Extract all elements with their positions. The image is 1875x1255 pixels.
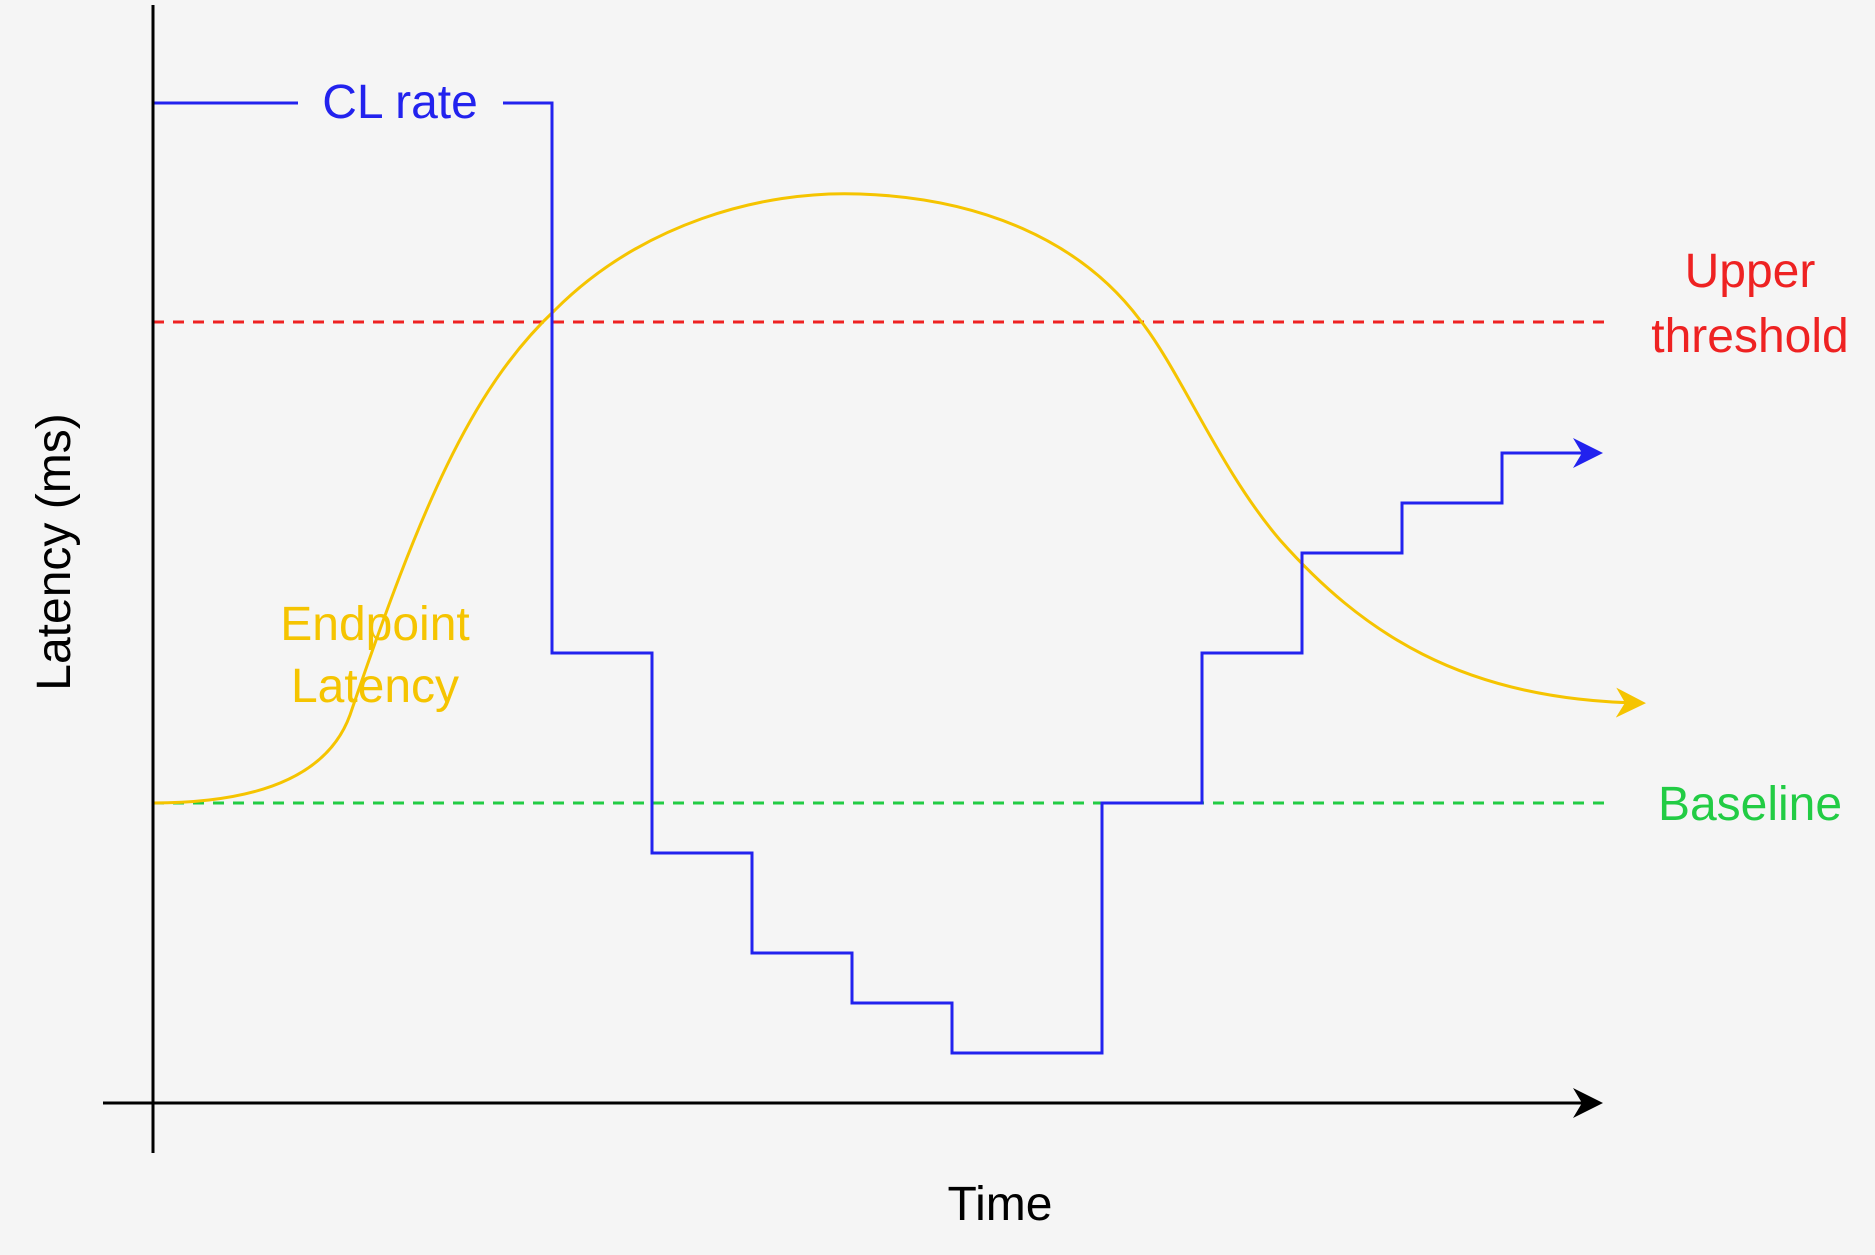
x-axis-label: Time: [948, 1178, 1053, 1231]
endpoint-latency-label-line1: Endpoint: [280, 598, 470, 651]
endpoint-latency-label-line2: Latency: [291, 660, 459, 713]
upper-threshold-label-line1: Upper: [1685, 245, 1816, 298]
endpoint-latency-curve: [152, 192, 1646, 805]
baseline-label: Baseline: [1658, 778, 1842, 831]
y-axis-label: Latency (ms): [28, 413, 81, 690]
cl-rate-steps: [503, 101, 1603, 1055]
upper-threshold-label-line2: threshold: [1651, 310, 1848, 363]
cl-rate-label: CL rate: [322, 76, 478, 129]
